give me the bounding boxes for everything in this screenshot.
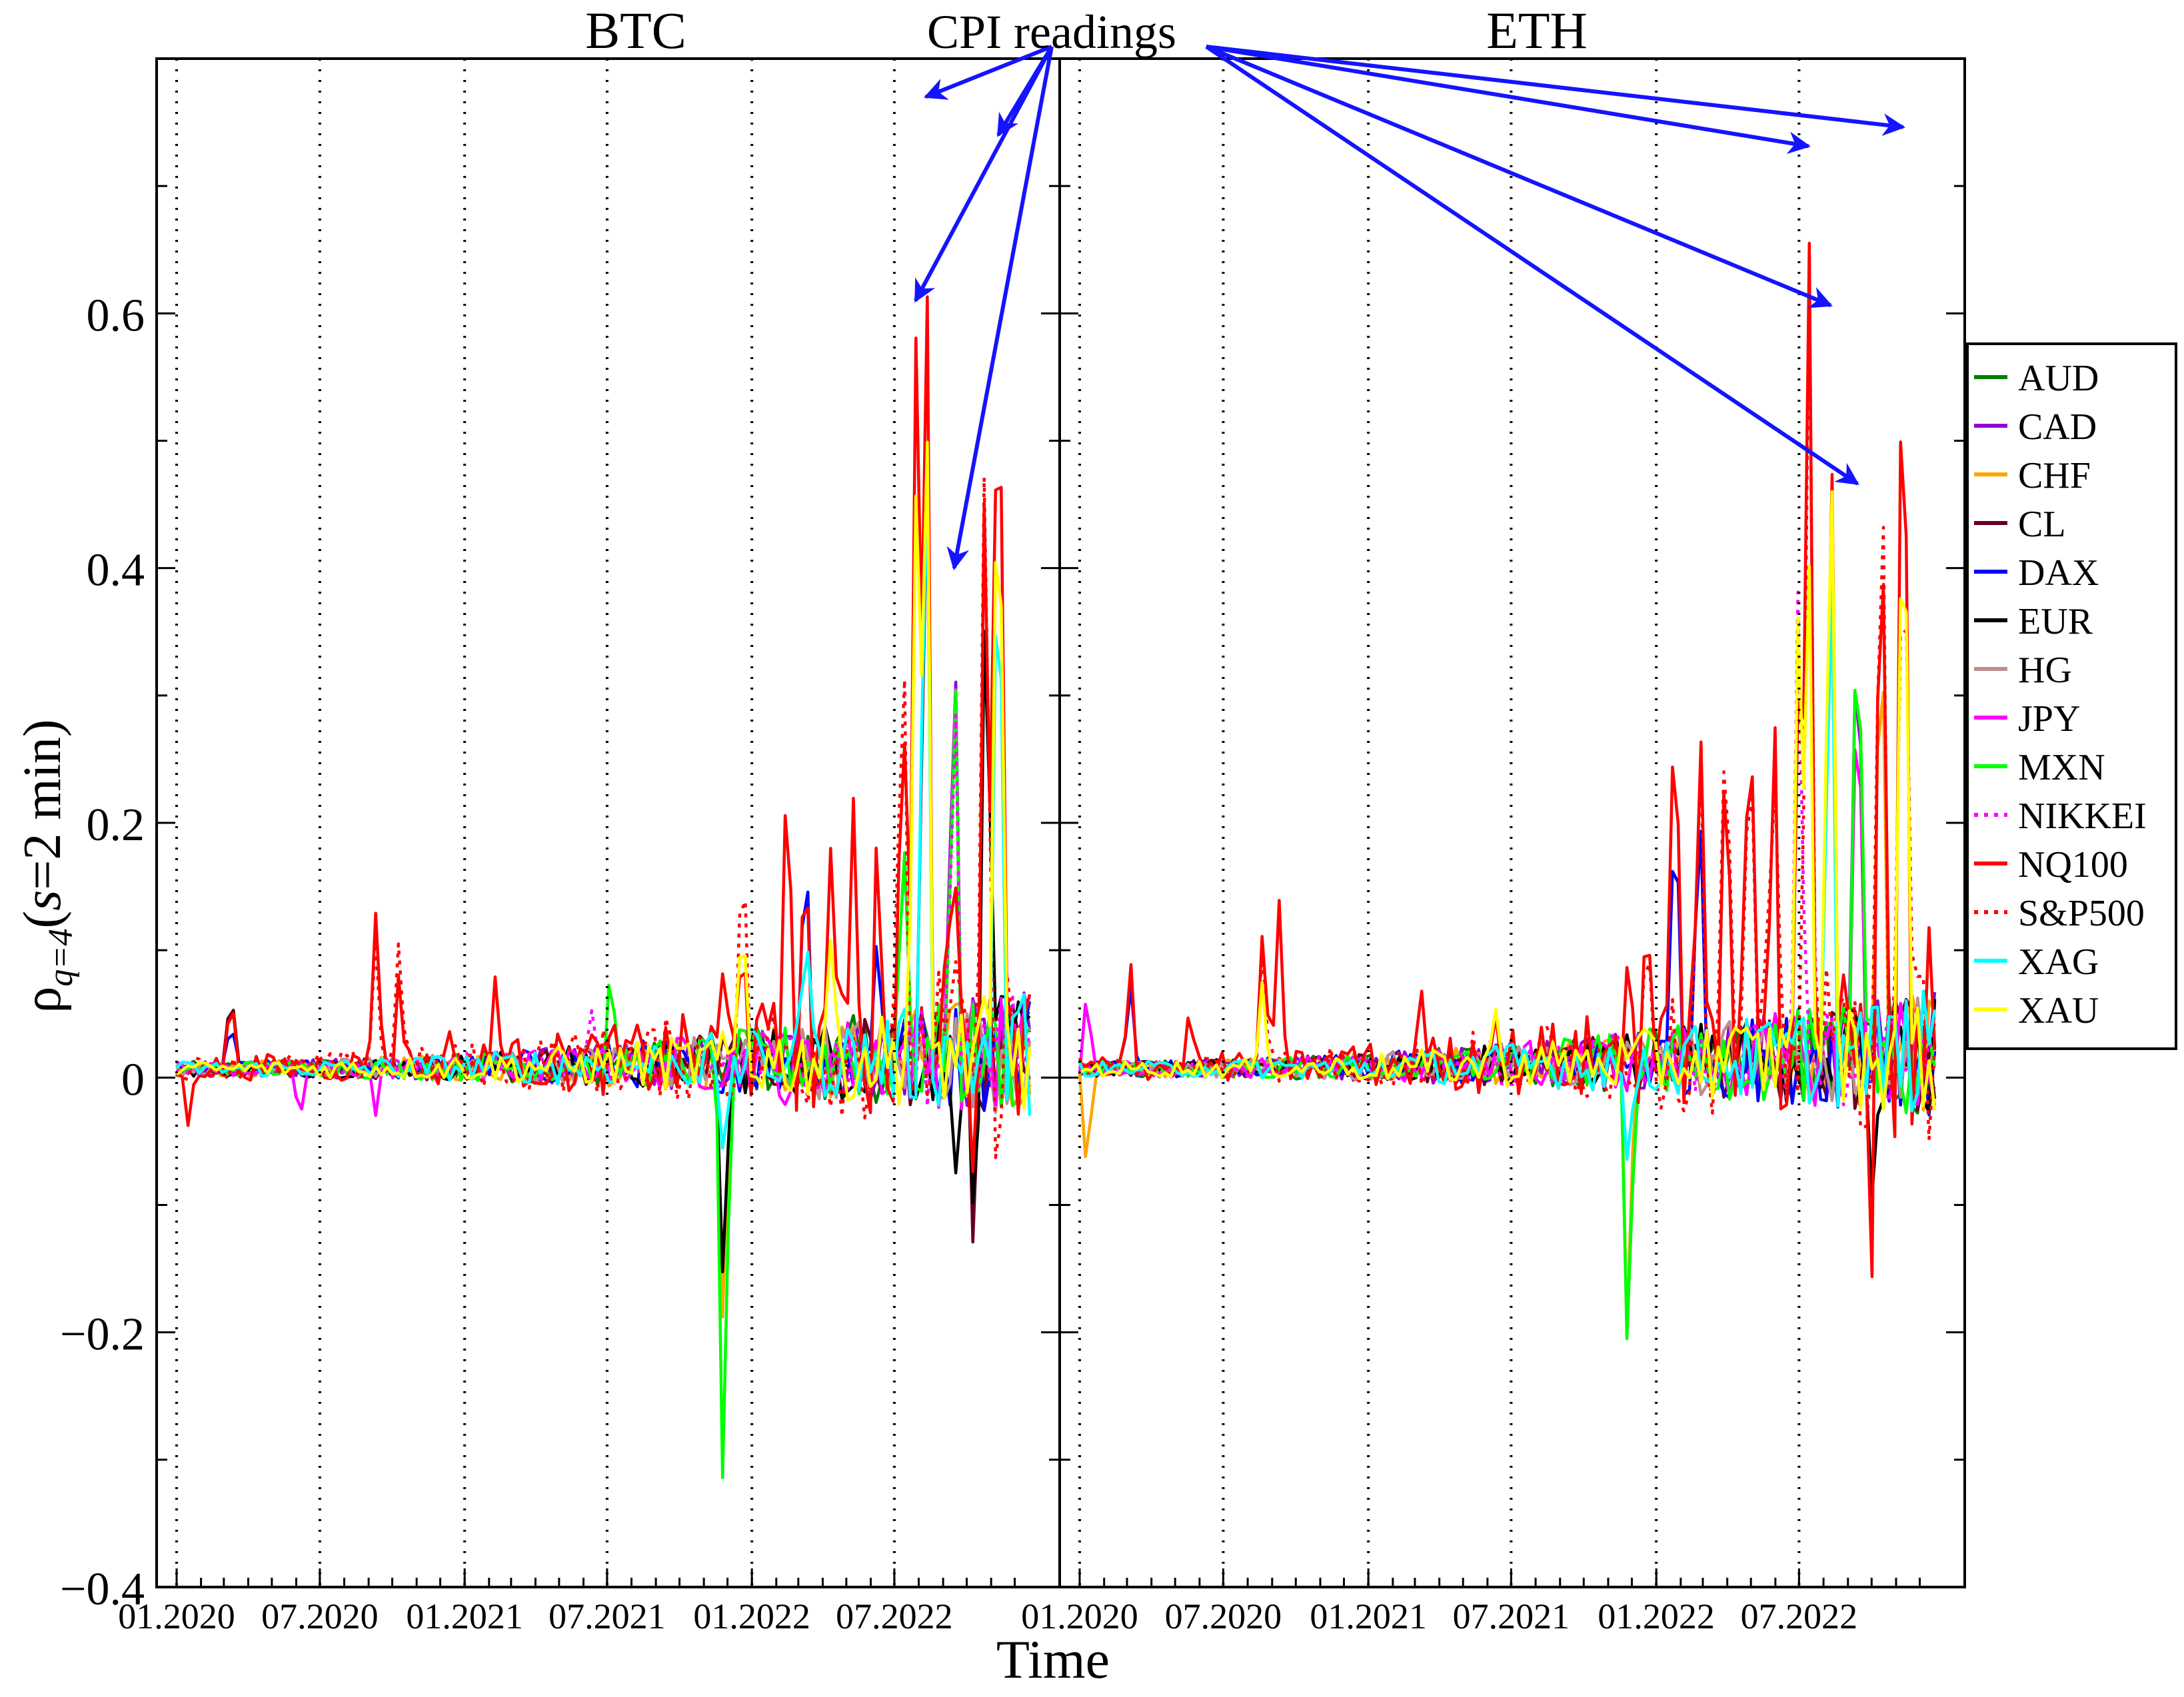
legend-label-eur: EUR: [2018, 601, 2093, 642]
legend-label-jpy: JPY: [2018, 698, 2080, 740]
legend-label-nq100: NQ100: [2018, 844, 2128, 885]
cpi-arrow-eth-3: [1206, 45, 1906, 137]
series-btc-cl: [175, 479, 1031, 1244]
x-axis-label: Time: [996, 1629, 1110, 1690]
legend-label-xau: XAU: [2018, 990, 2099, 1031]
panel-title-btc: BTC: [585, 1, 686, 59]
x-tick-label-btc-4: 01.2022: [693, 1596, 810, 1636]
x-tick-label-eth-3: 07.2021: [1453, 1596, 1570, 1636]
y-axis-label-rho: ρ: [13, 987, 72, 1013]
x-tick-label-eth-4: 01.2022: [1598, 1596, 1715, 1636]
y-tick-label-4: 0.4: [87, 545, 145, 596]
y-tick-label-0: −0.4: [60, 1564, 145, 1615]
y-axis-label: ρq=4(s=2 min): [13, 719, 80, 1013]
legend-label-chf: CHF: [2018, 455, 2091, 496]
series-eth-chf: [1078, 690, 1936, 1338]
y-axis-label-rest: =2 min): [13, 719, 72, 889]
legend-label-cl: CL: [2018, 504, 2066, 545]
y-axis-label-sub: q=4: [42, 928, 80, 986]
series-btc-xau: [175, 440, 1032, 1110]
cpi-arrow-eth-2: [1205, 45, 1859, 486]
legend: AUD CAD CHF CL DAX EUR HG JPY MXN NIKKEI NQ100 S&P5…: [1966, 342, 2177, 1050]
legend-label-sp500: S&P500: [2018, 893, 2145, 934]
x-tick-label-btc-2: 01.2021: [406, 1596, 523, 1636]
cpi-arrow-btc-0: [914, 45, 1054, 303]
series-eth-xau: [1078, 490, 1937, 1111]
y-tick-label-5: 0.6: [87, 290, 145, 341]
y-tick-label-1: −0.2: [60, 1309, 145, 1361]
legend-label-xag: XAG: [2018, 941, 2099, 983]
legend-label-aud: AUD: [2018, 358, 2099, 399]
x-tick-label-eth-1: 07.2020: [1165, 1596, 1282, 1636]
panel-title-eth: ETH: [1486, 1, 1588, 59]
cpi-arrow-btc-1: [923, 45, 1053, 100]
legend-label-hg: HG: [2018, 650, 2072, 691]
cpi-arrow-btc-3: [996, 45, 1054, 137]
y-axis-label-open: (: [13, 911, 72, 929]
x-tick-label-btc-3: 07.2021: [548, 1596, 666, 1636]
x-tick-label-btc-1: 07.2020: [261, 1596, 379, 1636]
x-tick-label-eth-5: 07.2022: [1741, 1596, 1858, 1636]
x-tick-label-btc-5: 07.2022: [836, 1596, 953, 1636]
panel-frame-eth: [1058, 57, 1966, 1588]
legend-box: [1966, 342, 2177, 1050]
y-tick-label-2: 0: [121, 1054, 145, 1105]
cpi-annotation-label: CPI readings: [927, 5, 1176, 59]
series-btc-nq100: [176, 295, 1032, 1174]
cpi-arrow-btc-2: [946, 46, 1054, 571]
x-tick-label-btc-0: 01.2020: [118, 1596, 235, 1636]
legend-label-dax: DAX: [2018, 552, 2099, 594]
cpi-arrow-eth-0: [1206, 45, 1811, 155]
y-tick-label-3: 0.2: [87, 800, 145, 851]
series-eth-eur: [1079, 999, 1937, 1199]
legend-label-mxn: MXN: [2018, 747, 2105, 788]
series-eth-mxn: [1078, 688, 1937, 1341]
y-axis-label-s: s: [13, 890, 72, 911]
legend-label-nikkei: NIKKEI: [2018, 796, 2147, 837]
x-tick-label-eth-2: 01.2021: [1310, 1596, 1427, 1636]
x-tick-label-eth-0: 01.2020: [1021, 1596, 1138, 1636]
legend-label-cad: CAD: [2018, 406, 2097, 448]
cpi-arrow-eth-1: [1205, 45, 1833, 308]
